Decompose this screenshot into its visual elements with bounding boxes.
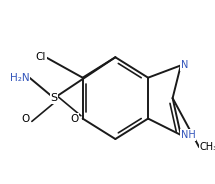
Text: NH: NH	[181, 130, 195, 140]
Text: O: O	[21, 114, 29, 124]
Text: S: S	[51, 93, 58, 103]
Text: N: N	[181, 60, 188, 70]
Text: H₂N: H₂N	[10, 73, 29, 83]
Text: O: O	[70, 114, 78, 124]
Text: CH₃: CH₃	[199, 142, 215, 152]
Text: Cl: Cl	[35, 52, 46, 62]
